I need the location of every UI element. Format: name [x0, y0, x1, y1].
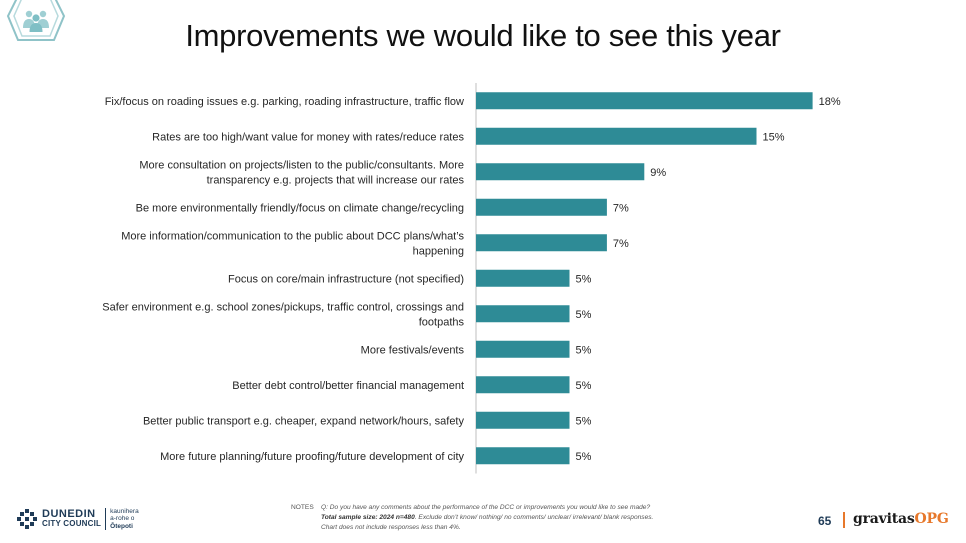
brand-divider [843, 512, 845, 528]
bar [476, 411, 570, 429]
people-badge-icon [6, 0, 66, 41]
bar [476, 163, 645, 181]
dcc-maori-line1: kaunihera [110, 507, 139, 515]
data-label: 5% [576, 309, 592, 321]
data-label: 5% [576, 344, 592, 356]
category-label: Fix/focus on roading issues e.g. parking… [105, 96, 464, 108]
data-label: 5% [576, 380, 592, 392]
bar [476, 269, 570, 287]
notes-question: Q: Do you have any comments about the pe… [321, 504, 651, 511]
gravitas-logo: gravitasOPG [853, 511, 949, 527]
category-label: More festivals/events [361, 344, 465, 356]
brand-main: gravitas [853, 511, 915, 527]
category-label: Be more environmentally friendly/focus o… [136, 202, 464, 214]
category-label: Better debt control/better financial man… [232, 380, 464, 392]
dcc-maori-line3: Ōtepoti [110, 522, 133, 530]
dcc-crest-icon [17, 509, 37, 529]
category-label: Better public transport e.g. cheaper, ex… [143, 415, 465, 427]
notes-chart-note: Chart does not include responses less th… [321, 524, 461, 531]
bar [476, 198, 607, 216]
dcc-name-line2: CITY COUNCIL [42, 519, 102, 528]
data-label: 9% [650, 167, 666, 179]
data-label: 5% [576, 415, 592, 427]
page-number: 65 [818, 514, 832, 528]
category-label: More information/communication to the pu… [121, 230, 464, 257]
bar-chart: 18% Fix/focus on roading issues e.g. park… [102, 83, 841, 474]
data-label: 7% [613, 238, 629, 250]
dcc-divider [105, 508, 107, 530]
bar [476, 234, 607, 252]
dcc-maori-line2: a-rohe o [110, 515, 135, 523]
dcc-logo: DUNEDIN CITY COUNCIL kaunihera a-rohe o … [16, 505, 139, 533]
category-label: More consultation on projects/listen to … [139, 159, 464, 186]
notes-sample-size: Total sample size: 2024 n=480 [321, 514, 415, 521]
category-label: More future planning/future proofing/fut… [160, 451, 464, 463]
notes-exclusions: . Exclude don’t know/ nothing/ no commen… [414, 514, 654, 521]
bar [476, 127, 757, 145]
bar [476, 305, 570, 323]
dcc-name-line1: DUNEDIN [42, 508, 96, 520]
category-label: Focus on core/main infrastructure (not s… [228, 273, 464, 285]
notes-label: NOTES [291, 504, 314, 511]
bar [476, 447, 570, 465]
bar [476, 340, 570, 358]
bar [476, 92, 813, 110]
category-label: Safer environment e.g. school zones/pick… [102, 301, 464, 328]
data-label: 5% [576, 451, 592, 463]
data-label: 7% [613, 202, 629, 214]
page-title: Improvements we would like to see this y… [185, 18, 781, 53]
data-label: 18% [819, 96, 841, 108]
bar [476, 376, 570, 394]
brand-accent: OPG [914, 511, 949, 527]
notes: NOTES Q: Do you have any comments about t… [291, 503, 653, 533]
category-label: Rates are too high/want value for money … [152, 131, 464, 143]
data-label: 5% [576, 273, 592, 285]
data-label: 15% [763, 131, 785, 143]
